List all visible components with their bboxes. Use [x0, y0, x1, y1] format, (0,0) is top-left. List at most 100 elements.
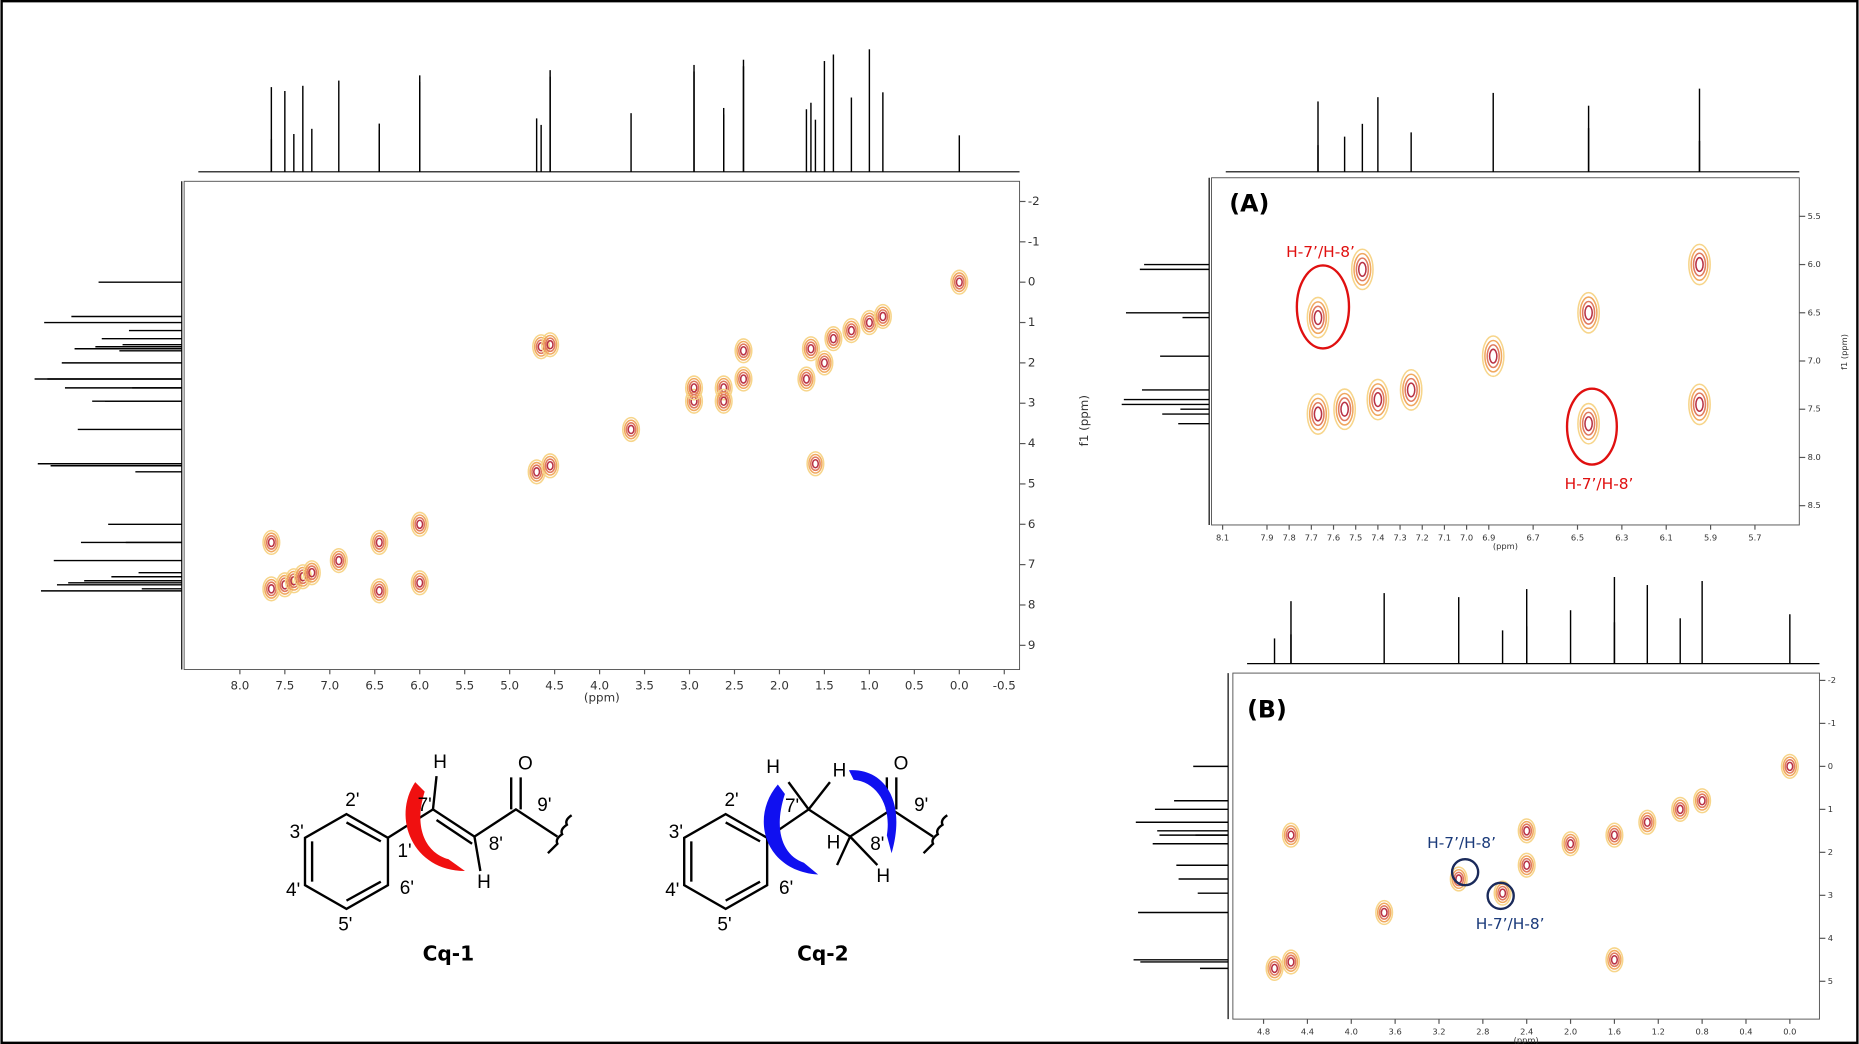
contour-ring — [734, 338, 753, 364]
cross-peak — [370, 578, 389, 604]
highlight-circle — [1565, 387, 1618, 466]
contour-ring — [1373, 391, 1383, 408]
contour-ring — [1695, 256, 1704, 273]
x-tick-label: 3.5 — [635, 679, 654, 693]
contour-ring — [1640, 812, 1655, 833]
contour-ring — [1671, 796, 1690, 822]
cross-peak — [1517, 852, 1536, 878]
bond — [473, 836, 482, 872]
contour-ring — [1690, 248, 1709, 282]
contour-ring — [865, 317, 873, 328]
y-tick-label: -1 — [1828, 718, 1836, 728]
cross-peak — [262, 529, 281, 556]
cross-peak — [1688, 243, 1711, 286]
y-tick-label: 5 — [1028, 476, 1036, 490]
x-tick-label: 1.0 — [860, 679, 879, 693]
atom-label: 4' — [286, 880, 300, 901]
x-tick-label: 3.0 — [680, 679, 699, 693]
contour-ring — [1607, 825, 1622, 846]
contour-ring — [1698, 795, 1706, 806]
y-tick-label: 3 — [1828, 890, 1833, 900]
cross-peak — [1306, 393, 1330, 435]
contour-ring — [1517, 852, 1536, 878]
contour-ring — [1269, 960, 1280, 976]
cross-peak — [1605, 822, 1624, 848]
y-tick-label: -2 — [1028, 194, 1040, 208]
correlation-arrow — [848, 770, 897, 854]
contour-plot: 8.0 7.5 7.0 6.5 6.0 5.5 5.0 4.5 4.0 3.5 3.0 2.5 2.0 1… — [34, 49, 1091, 704]
x-tick-label: 0.5 — [905, 679, 924, 693]
contour-ring — [1283, 825, 1299, 846]
contour-ring — [1287, 830, 1295, 840]
contour-ring — [688, 380, 700, 396]
contour-ring — [375, 586, 383, 596]
atom-label: 5' — [338, 915, 352, 936]
atom-label: 9' — [914, 795, 928, 816]
y-tick-label: 2 — [1828, 847, 1833, 857]
contour-ring — [542, 334, 558, 355]
y-tick-label: 6 — [1028, 517, 1036, 531]
contour-ring — [1521, 857, 1533, 873]
x-tick-label: 6.7 — [1527, 532, 1540, 542]
cross-peak — [1577, 402, 1601, 445]
contour-ring — [1493, 880, 1512, 906]
contour-ring — [1498, 888, 1507, 898]
contour-ring — [1605, 822, 1624, 848]
cross-peak — [1517, 818, 1536, 844]
x-tick-label: 7.1 — [1438, 532, 1451, 542]
cross-peak — [734, 338, 753, 364]
y-tick-label: 1 — [1028, 315, 1036, 329]
contour-ring — [863, 315, 875, 330]
contour-ring — [1584, 305, 1593, 321]
contour-ring — [1380, 907, 1388, 918]
contour-ring — [541, 332, 560, 358]
contour-ring — [1306, 296, 1330, 339]
contour-ring — [806, 451, 825, 477]
atom-label: 6' — [400, 878, 414, 899]
contour-plot: 4.8 4.4 4.0 3.6 3.2 2.8 2.4 2.0 1.6 1.2 0.8 0.4 0.0 -… — [1133, 576, 1836, 1044]
contour-ring — [1609, 952, 1620, 968]
contour-ring — [331, 550, 347, 571]
contour-ring — [1308, 397, 1328, 431]
x-tick-label: 1.2 — [1652, 1027, 1665, 1037]
contour-ring — [1350, 248, 1374, 291]
plot-area — [1211, 177, 1800, 526]
correlation-arrow — [405, 782, 465, 871]
cross-peak — [1577, 291, 1601, 334]
contour-ring — [1337, 397, 1352, 422]
x-tick-label: 2.5 — [725, 679, 744, 693]
contour-ring — [1694, 790, 1710, 811]
y-axis-label: f1 (ppm) — [1839, 334, 1849, 370]
contour-ring — [1692, 392, 1707, 417]
contour-ring — [1610, 954, 1619, 965]
contour-ring — [807, 343, 815, 354]
contour-ring — [1406, 382, 1416, 398]
y-tick-label: 7.5 — [1808, 404, 1821, 414]
cross-peak — [1281, 949, 1301, 975]
contour-ring — [1267, 958, 1282, 979]
x-tick-label: 0.0 — [1783, 1027, 1796, 1037]
cross-peak — [824, 326, 843, 352]
x-tick-label: 0.4 — [1739, 1027, 1752, 1037]
x-tick-label: 2.4 — [1520, 1027, 1533, 1037]
contour-ring — [1519, 820, 1534, 841]
contour-ring — [1566, 838, 1575, 849]
contour-ring — [1692, 252, 1707, 277]
contour-ring — [819, 355, 830, 371]
contour-ring — [955, 277, 963, 287]
x-tick-label: 7.9 — [1260, 532, 1273, 542]
contour-ring — [265, 581, 277, 597]
contour-ring — [950, 269, 969, 295]
contour-ring — [1378, 905, 1390, 920]
contour-ring — [952, 272, 967, 293]
y-tick-label: 0 — [1028, 275, 1036, 289]
cross-peak — [541, 332, 560, 358]
contour-ring — [1605, 947, 1624, 973]
contour-ring — [1488, 348, 1498, 364]
plot-area — [183, 180, 1021, 671]
contour-ring — [1577, 291, 1601, 334]
contour-ring — [295, 566, 311, 587]
contour-ring — [335, 555, 343, 566]
contour-ring — [808, 453, 823, 474]
y-tick-label: 9 — [1028, 638, 1036, 652]
